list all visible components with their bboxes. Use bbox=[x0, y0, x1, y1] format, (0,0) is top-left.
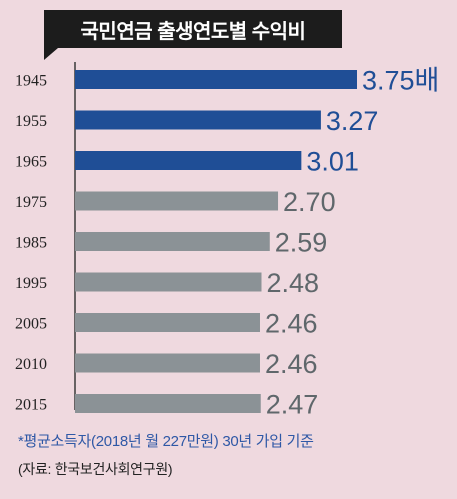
value-label: 2.47 bbox=[266, 390, 319, 420]
footnote: *평균소득자(2018년 월 227만원) 30년 가입 기준 bbox=[18, 433, 314, 450]
bar bbox=[75, 70, 357, 89]
bar bbox=[75, 394, 261, 413]
category-label: 2005 bbox=[15, 316, 47, 333]
category-label: 2015 bbox=[15, 397, 47, 414]
value-label: 2.70 bbox=[283, 187, 336, 217]
bar bbox=[75, 353, 260, 373]
category-label: 1955 bbox=[15, 113, 47, 130]
category-label: 1995 bbox=[15, 275, 47, 292]
chart-title: 국민연금 출생연도별 수익비 bbox=[44, 10, 342, 48]
title-notch bbox=[44, 48, 58, 60]
category-label: 2010 bbox=[15, 356, 47, 373]
value-label: 3.75배 bbox=[362, 66, 439, 96]
bar bbox=[75, 151, 302, 170]
value-label: 2.48 bbox=[266, 268, 319, 298]
category-label: 1945 bbox=[15, 73, 47, 90]
category-label: 1965 bbox=[15, 154, 47, 171]
value-label: 2.46 bbox=[265, 309, 318, 339]
value-label: 3.01 bbox=[306, 147, 359, 177]
bar-chart: 1945 3.75배 1955 3.27 1965 3.01 1975 2.70 1985 2.5… bbox=[15, 62, 439, 420]
value-label: 2.46 bbox=[265, 349, 318, 379]
value-label: 2.59 bbox=[275, 228, 328, 258]
bar bbox=[75, 232, 270, 251]
bar bbox=[75, 272, 262, 292]
value-label: 3.27 bbox=[326, 106, 379, 136]
bar bbox=[75, 313, 260, 332]
bar bbox=[75, 191, 279, 211]
category-label: 1985 bbox=[15, 235, 47, 252]
bar bbox=[75, 110, 321, 130]
source-note: (자료: 한국보건사회연구원) bbox=[18, 461, 173, 477]
category-label: 1975 bbox=[15, 194, 47, 211]
